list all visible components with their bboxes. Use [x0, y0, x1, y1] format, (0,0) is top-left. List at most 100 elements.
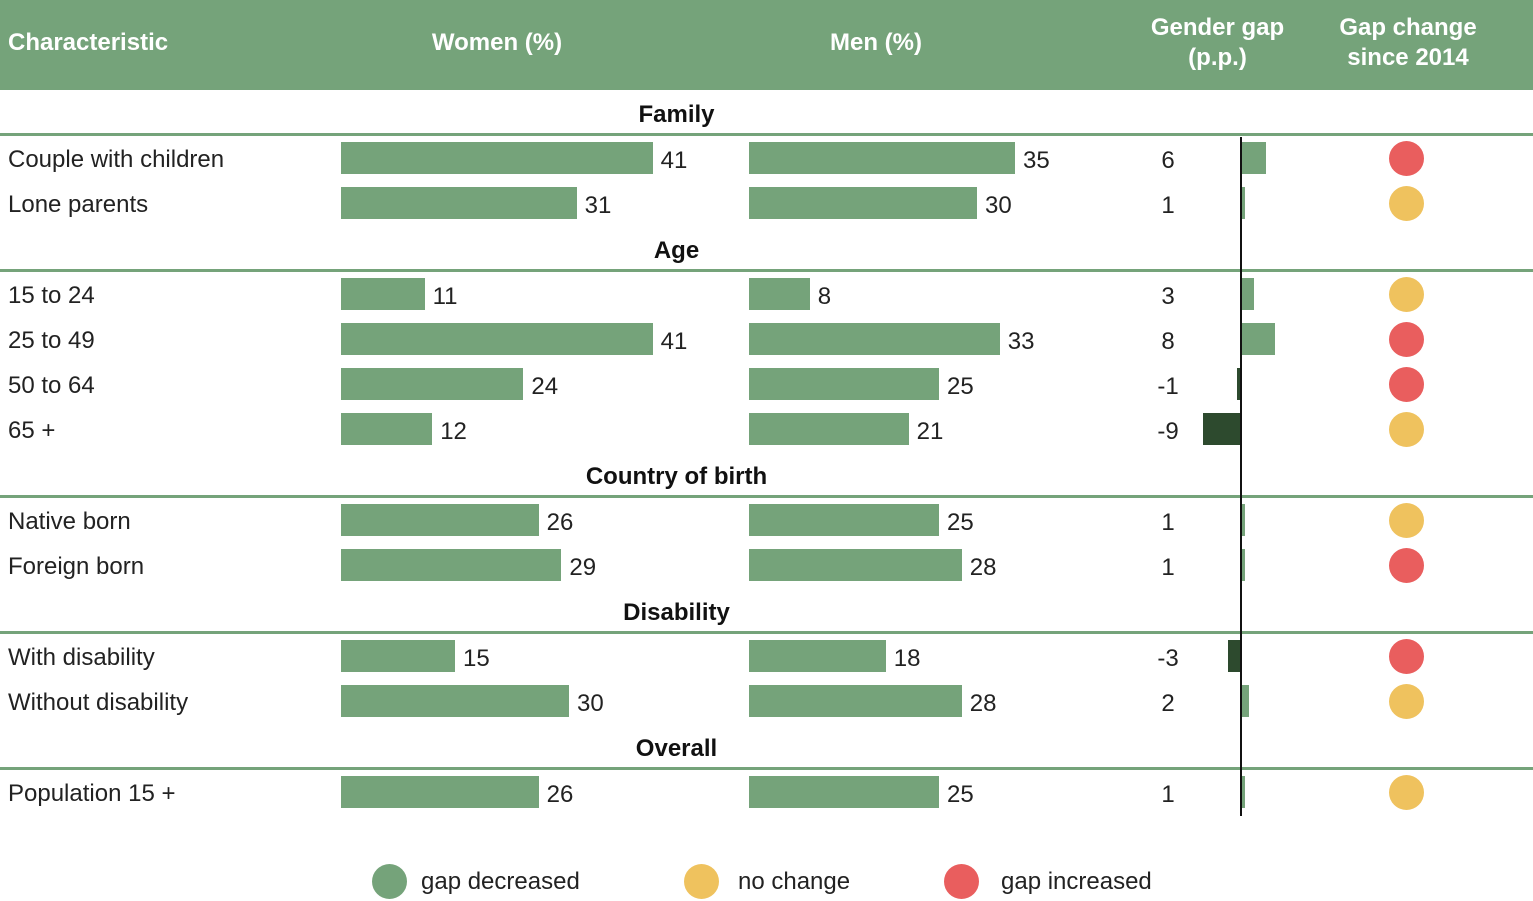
header-gap: Gender gap (p.p.) [1130, 13, 1305, 73]
gap-bar [1203, 413, 1241, 445]
header-women: Women (%) [431, 29, 563, 56]
gap-bar [1241, 776, 1246, 808]
men-bar [749, 187, 977, 219]
men-value: 33 [1007, 328, 1035, 355]
women-bar [341, 368, 524, 400]
women-bar [341, 413, 433, 445]
row-label: Couple with children [8, 146, 225, 173]
section-title: Disability [623, 599, 730, 626]
women-value: 41 [660, 328, 688, 355]
men-value: 25 [947, 781, 974, 808]
men-value: 18 [893, 645, 921, 672]
section-title: Country of birth [585, 463, 768, 490]
header-gap-line2: (p.p.) [1188, 44, 1247, 71]
header-men: Men (%) [830, 29, 922, 56]
men-bar [749, 776, 939, 808]
men-bar [749, 504, 939, 536]
gap-value: -9 [1157, 418, 1179, 445]
table-header: Characteristic Women (%) Men (%) Gender … [0, 0, 1533, 90]
women-bar [341, 685, 569, 717]
men-bar [749, 142, 1015, 174]
row-label: Lone parents [8, 191, 149, 218]
row-label: Native born [8, 508, 131, 535]
gap-bar [1241, 278, 1254, 310]
section-divider [0, 269, 1533, 272]
women-value: 11 [432, 283, 458, 310]
men-value: 35 [1023, 147, 1050, 174]
men-bar [749, 413, 909, 445]
men-value: 28 [969, 554, 997, 581]
women-value: 31 [584, 192, 612, 219]
women-bar [341, 640, 455, 672]
gap-bar [1241, 504, 1246, 536]
men-value: 25 [947, 509, 974, 536]
section-title: Family [638, 101, 715, 128]
gap-value: 3 [1161, 283, 1175, 310]
gap-value: -1 [1157, 373, 1179, 400]
row-label: With disability [8, 644, 155, 671]
men-value: 30 [985, 192, 1012, 219]
gap-value: 2 [1161, 690, 1175, 717]
gap-value: 1 [1161, 509, 1175, 536]
header-change-line1: Gap change [1339, 14, 1477, 41]
header-change-line2: since 2014 [1347, 44, 1469, 71]
gap-change-no-change-dot [1389, 186, 1424, 221]
gap-change-increased-dot [1389, 367, 1424, 402]
header-characteristic: Characteristic [8, 29, 169, 56]
women-value: 12 [440, 418, 467, 445]
women-bar [341, 504, 539, 536]
row-label: Without disability [8, 689, 189, 716]
women-value: 41 [660, 147, 688, 174]
gap-zero-axis [1240, 137, 1242, 816]
men-value: 28 [969, 690, 997, 717]
women-bar [341, 142, 653, 174]
gap-value: 6 [1161, 147, 1175, 174]
women-value: 29 [569, 554, 597, 581]
section-divider [0, 631, 1533, 634]
gap-change-increased-dot [1389, 322, 1424, 357]
section-divider [0, 495, 1533, 498]
gap-value: 1 [1161, 554, 1175, 581]
gap-change-no-change-dot [1389, 503, 1424, 538]
women-value: 15 [463, 645, 490, 672]
men-value: 8 [817, 283, 832, 310]
legend-no-change-dot [684, 864, 719, 899]
gap-bar [1241, 142, 1267, 174]
gap-bar [1241, 549, 1246, 581]
gap-change-increased-dot [1389, 141, 1424, 176]
men-bar [749, 278, 810, 310]
men-value: 21 [916, 418, 944, 445]
gap-bar [1241, 323, 1275, 355]
women-value: 24 [531, 373, 559, 400]
women-bar [341, 187, 577, 219]
legend-increased-dot [944, 864, 979, 899]
gap-change-increased-dot [1389, 639, 1424, 674]
legend-label: no change [738, 868, 851, 895]
gap-bar [1228, 640, 1241, 672]
row-label: 25 to 49 [8, 327, 95, 354]
women-value: 26 [546, 781, 574, 808]
header-change: Gap change since 2014 [1318, 13, 1498, 73]
gap-change-no-change-dot [1389, 775, 1424, 810]
men-bar [749, 368, 939, 400]
men-value: 25 [947, 373, 974, 400]
gap-change-increased-dot [1389, 548, 1424, 583]
gap-change-no-change-dot [1389, 412, 1424, 447]
gap-value: 8 [1161, 328, 1175, 355]
women-bar [341, 323, 653, 355]
men-bar [749, 549, 962, 581]
women-bar [341, 549, 562, 581]
gap-bar [1241, 685, 1250, 717]
section-title: Overall [635, 735, 718, 762]
section-title: Age [653, 237, 700, 264]
gap-bar [1236, 368, 1241, 400]
legend-label: gap increased [1001, 868, 1152, 895]
gap-bar [1241, 187, 1246, 219]
women-bar [341, 776, 539, 808]
header-gap-line1: Gender gap [1150, 14, 1285, 41]
men-bar [749, 685, 962, 717]
men-bar [749, 323, 1000, 355]
section-divider [0, 767, 1533, 770]
gap-change-no-change-dot [1389, 277, 1424, 312]
gap-value: -3 [1157, 645, 1179, 672]
